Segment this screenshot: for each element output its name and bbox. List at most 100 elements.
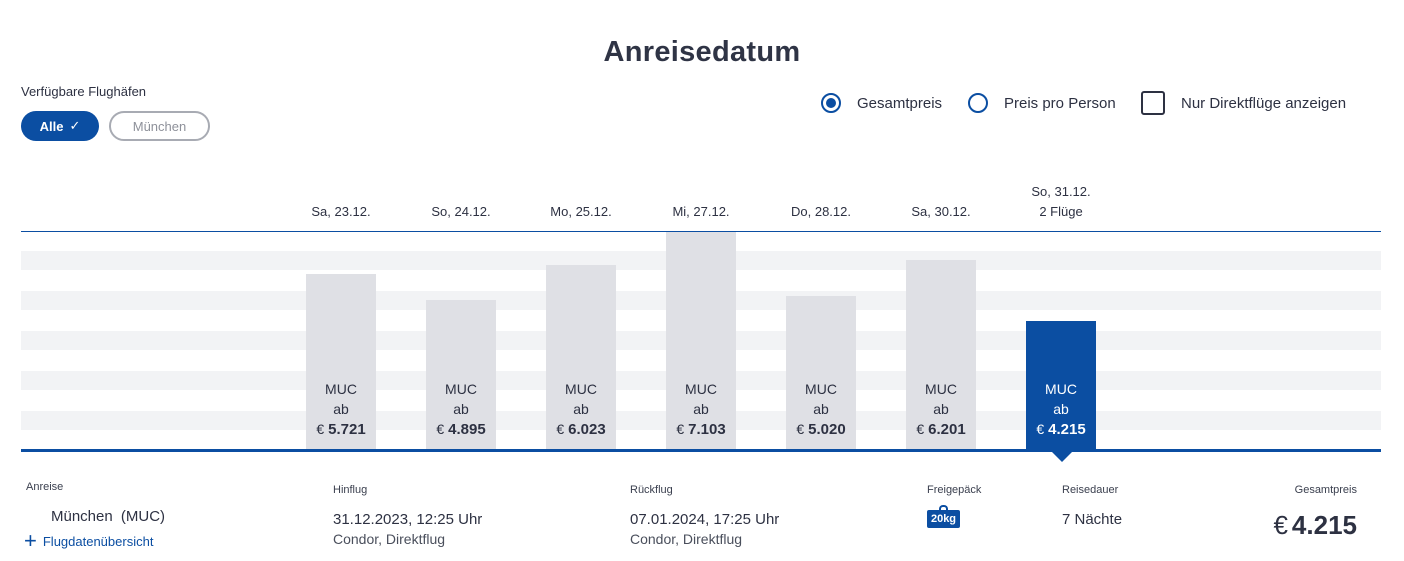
date-label[interactable]: Mi, 27.12. <box>641 202 761 222</box>
bar-text: MUC ab €6.023 <box>546 379 616 440</box>
bar-price: €6.023 <box>546 419 616 440</box>
duration-label: Reisedauer <box>1062 484 1119 496</box>
outbound-datetime: 31.12.2023, 12:25 Uhr <box>333 511 483 528</box>
duration-value: 7 Nächte <box>1062 511 1123 528</box>
chip-label: Alle <box>39 118 64 134</box>
price-bar[interactable]: MUC ab €4.895 <box>426 300 496 450</box>
date-day: So, 24.12. <box>431 204 491 219</box>
bar-currency: € <box>1036 421 1045 437</box>
date-day: Do, 28.12. <box>791 204 851 219</box>
bar-currency: € <box>316 421 325 437</box>
chart-top-line <box>21 231 1381 232</box>
bar-price-value: 6.023 <box>568 421 606 438</box>
airports-label: Verfügbare Flughäfen <box>21 84 147 99</box>
bar-from: ab <box>333 401 349 417</box>
bar-price-value: 4.895 <box>448 421 486 438</box>
bar-price: €5.721 <box>306 419 376 440</box>
bar-currency: € <box>556 421 565 437</box>
price-bar[interactable]: MUC ab €4.215 <box>1026 321 1096 450</box>
bar-price: €4.215 <box>1026 419 1096 440</box>
checkbox-icon[interactable] <box>1141 91 1165 115</box>
per-person-radio-option[interactable]: Preis pro Person <box>968 93 1116 113</box>
bar-from: ab <box>453 401 469 417</box>
bar-text: MUC ab €4.215 <box>1026 379 1096 440</box>
arrival-airport-code: (MUC) <box>120 508 166 525</box>
date-label[interactable]: Do, 28.12. <box>761 202 881 222</box>
bar-price: €5.020 <box>786 419 856 440</box>
bar-airport: MUC <box>685 381 717 397</box>
bar-price-value: 5.020 <box>808 421 846 438</box>
arrival-label: Anreise <box>26 481 64 493</box>
outbound-airline: Condor, Direktflug <box>333 531 446 547</box>
total-value: 4.215 <box>1291 510 1357 540</box>
bar-price-value: 7.103 <box>688 421 726 438</box>
bar-from: ab <box>1053 401 1069 417</box>
airport-chip-munich[interactable]: München <box>109 111 210 141</box>
outbound-label: Hinflug <box>333 484 368 496</box>
bar-airport: MUC <box>325 381 357 397</box>
bar-airport: MUC <box>565 381 597 397</box>
bar-price-value: 5.721 <box>328 421 366 438</box>
price-bar[interactable]: MUC ab €5.721 <box>306 274 376 450</box>
bar-text: MUC ab €5.020 <box>786 379 856 440</box>
bar-airport: MUC <box>805 381 837 397</box>
bar-airport: MUC <box>1045 381 1077 397</box>
bar-text: MUC ab €5.721 <box>306 379 376 440</box>
flight-data-overview-link[interactable]: + Flugdatenübersicht <box>24 528 154 553</box>
date-day: Mo, 25.12. <box>550 204 612 219</box>
bar-price-value: 6.201 <box>928 421 966 438</box>
total-price-radio-option[interactable]: Gesamtpreis <box>821 93 942 113</box>
page-title: Anreisedatum <box>603 36 801 68</box>
date-day: Sa, 30.12. <box>911 204 971 219</box>
selected-pointer-icon <box>1052 452 1072 462</box>
bar-from: ab <box>933 401 949 417</box>
airport-chip-all[interactable]: Alle ✓ <box>21 111 99 141</box>
date-label[interactable]: So, 31.12. 2 Flüge <box>1001 182 1121 222</box>
bar-text: MUC ab €7.103 <box>666 379 736 440</box>
arrival-airport-name: München <box>51 508 113 525</box>
price-bar[interactable]: MUC ab €6.023 <box>546 265 616 450</box>
radio-selected-icon[interactable] <box>821 93 841 113</box>
date-flights-note: 2 Flüge <box>1039 204 1083 219</box>
bar-price: €6.201 <box>906 419 976 440</box>
bar-text: MUC ab €4.895 <box>426 379 496 440</box>
date-day: Sa, 23.12. <box>311 204 371 219</box>
date-day: So, 31.12. <box>1031 184 1091 199</box>
date-label[interactable]: Mo, 25.12. <box>521 202 641 222</box>
bar-price-value: 4.215 <box>1048 421 1086 438</box>
chip-label: München <box>132 118 187 134</box>
date-label[interactable]: Sa, 30.12. <box>881 202 1001 222</box>
price-bar[interactable]: MUC ab €5.020 <box>786 296 856 450</box>
total-price-label: Gesamtpreis <box>857 94 943 112</box>
total-label: Gesamtpreis <box>1294 484 1357 496</box>
date-day: Mi, 27.12. <box>672 204 730 219</box>
bar-from: ab <box>693 401 709 417</box>
arrival-airport: München (MUC) <box>51 508 165 525</box>
chart-baseline <box>21 449 1381 452</box>
date-label[interactable]: Sa, 23.12. <box>281 202 401 222</box>
radio-unselected-icon[interactable] <box>968 93 988 113</box>
date-label[interactable]: So, 24.12. <box>401 202 521 222</box>
direct-only-checkbox-option[interactable]: Nur Direktflüge anzeigen <box>1141 91 1346 115</box>
bar-price: €4.895 <box>426 419 496 440</box>
return-airline: Condor, Direktflug <box>630 531 743 547</box>
return-datetime: 07.01.2024, 17:25 Uhr <box>630 511 780 528</box>
direct-only-label: Nur Direktflüge anzeigen <box>1181 94 1347 112</box>
flight-data-overview-label: Flugdatenübersicht <box>42 533 154 549</box>
checkmark-icon: ✓ <box>69 118 81 133</box>
bar-price: €7.103 <box>666 419 736 440</box>
per-person-label: Preis pro Person <box>1004 94 1116 112</box>
bar-airport: MUC <box>445 381 477 397</box>
bar-from: ab <box>813 401 829 417</box>
bar-from: ab <box>573 401 589 417</box>
price-bar[interactable]: MUC ab €6.201 <box>906 260 976 450</box>
price-bar[interactable]: MUC ab €7.103 <box>666 232 736 450</box>
total-currency: € <box>1273 510 1288 540</box>
suitcase-handle-icon <box>939 505 948 511</box>
total-price: €4.215 <box>1273 510 1357 541</box>
bar-currency: € <box>676 421 685 437</box>
plus-icon: + <box>24 528 37 553</box>
bar-airport: MUC <box>925 381 957 397</box>
bar-text: MUC ab €6.201 <box>906 379 976 440</box>
bar-currency: € <box>436 421 445 437</box>
